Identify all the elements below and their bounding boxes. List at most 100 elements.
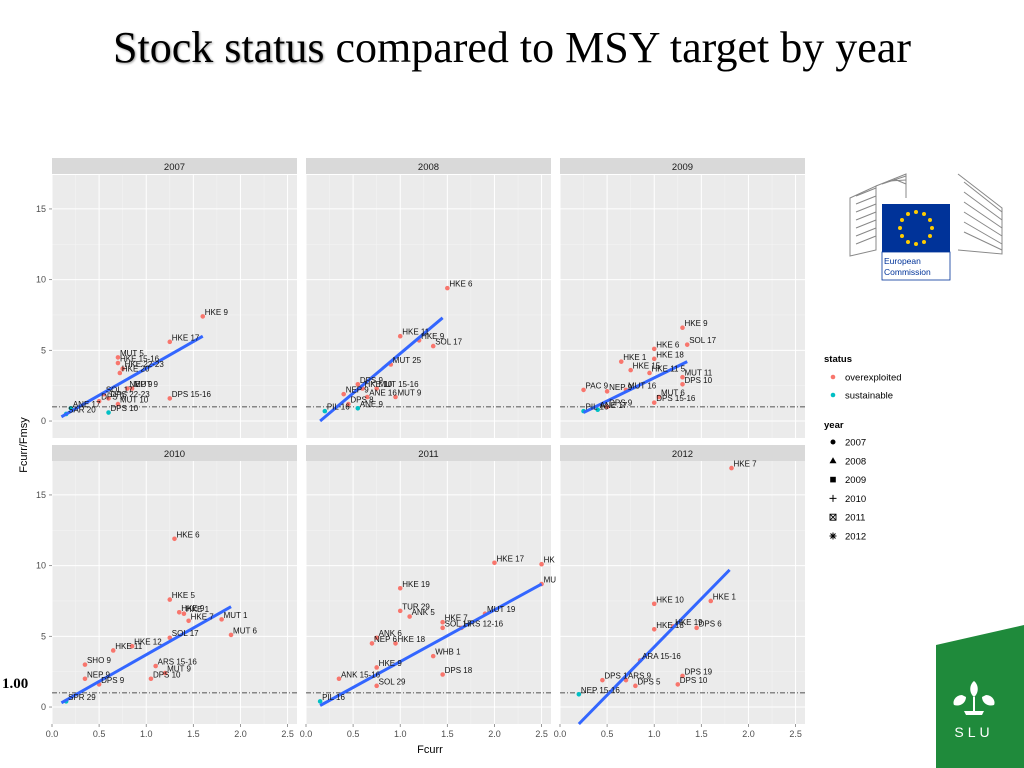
- data-point: [440, 672, 445, 677]
- panel-strip: [52, 445, 297, 461]
- x-tick-label: 0.5: [93, 729, 106, 739]
- data-point: [680, 381, 685, 387]
- legend-year-label: 2012: [845, 532, 866, 543]
- data-point: [129, 386, 135, 391]
- point-label: HKE 9: [379, 659, 403, 668]
- point-label: HKE 7: [191, 612, 215, 621]
- y-axis-title: Fcurr/Fmsy: [18, 417, 30, 473]
- point-label: HKE 11: [115, 642, 143, 651]
- point-label: ANK 5: [412, 608, 436, 617]
- data-point: [651, 626, 657, 632]
- data-point: [125, 386, 130, 391]
- point-label: HKE 9: [205, 308, 229, 317]
- x-tick-label: 2.0: [234, 729, 247, 739]
- point-label: HKE 20: [122, 364, 150, 373]
- panel-strip-label: 2009: [672, 162, 693, 173]
- fit-line: [582, 360, 688, 414]
- ec-logo-line2: Commission: [884, 267, 931, 277]
- data-point: [186, 618, 191, 624]
- fit-line: [319, 316, 444, 423]
- data-point: [407, 614, 412, 619]
- data-point: [369, 641, 375, 646]
- data-point: [82, 662, 88, 667]
- point-label: SAR 20: [68, 405, 96, 414]
- data-point: [374, 683, 379, 689]
- data-point: [374, 386, 379, 391]
- legend-shape-box-x: [829, 513, 837, 521]
- panel-background: [52, 175, 297, 438]
- data-point: [633, 683, 638, 689]
- data-point: [96, 398, 102, 404]
- point-label: HKE 10: [656, 595, 684, 604]
- point-label: HKE 19: [402, 580, 430, 589]
- point-label: DPS 10: [153, 670, 181, 679]
- legend-shape-circle: [830, 439, 836, 445]
- data-point: [172, 536, 177, 542]
- point-label: MUT 9: [167, 665, 191, 674]
- data-point: [708, 598, 714, 604]
- panel-strip-label: 2010: [164, 449, 185, 460]
- panel-strip-label: 2012: [672, 449, 693, 460]
- legend-year-title: year: [824, 420, 844, 431]
- data-point: [117, 370, 123, 376]
- data-point: [651, 346, 657, 352]
- data-point: [115, 360, 121, 366]
- legend-year-label: 2011: [845, 513, 865, 524]
- point-label: DPS 10: [685, 376, 713, 385]
- data-point: [729, 465, 734, 471]
- data-point: [82, 676, 88, 682]
- point-label: HKE 6: [177, 530, 201, 539]
- point-label: ANE 9: [360, 400, 384, 409]
- data-point: [694, 625, 699, 631]
- data-point: [680, 673, 685, 679]
- point-label: SOL 17: [172, 629, 199, 638]
- point-label: MUT 9: [398, 388, 422, 397]
- point-label: TUR 29: [402, 602, 430, 611]
- data-point: [680, 325, 685, 331]
- legend-status-label: sustainable: [845, 391, 893, 402]
- point-label: NEP 6: [374, 635, 398, 644]
- point-label: SOL 17: [445, 619, 472, 628]
- data-point: [618, 359, 624, 364]
- y-tick-label: 10: [36, 561, 46, 571]
- slide-title: Stock status compared to MSY target by y…: [0, 22, 1024, 73]
- point-label: MUT 6: [661, 388, 685, 397]
- legend-status-label: overexploited: [845, 373, 902, 384]
- point-label: ANE 17: [600, 401, 628, 410]
- data-point: [153, 663, 158, 669]
- point-label: DPS 1: [604, 672, 628, 681]
- data-point: [680, 374, 685, 380]
- data-point: [684, 342, 690, 347]
- data-point: [628, 367, 633, 373]
- panel-strip: [306, 445, 551, 461]
- point-label: DPS 19: [685, 667, 713, 676]
- x-tick-label: 1.5: [695, 729, 708, 739]
- data-point: [106, 396, 111, 401]
- point-label: MUT 6: [233, 626, 257, 635]
- data-point: [167, 339, 173, 345]
- point-label: NEP 15-16: [581, 686, 621, 695]
- data-point: [355, 406, 361, 411]
- point-label: DPS 9: [609, 398, 633, 407]
- point-label: DPS 9: [360, 376, 384, 385]
- point-label: HKE 5: [172, 591, 196, 600]
- european-commission-logo: European Commission: [849, 173, 1003, 281]
- panel-background: [306, 175, 551, 438]
- legend-shape-square: [830, 476, 836, 483]
- fit-line: [60, 334, 204, 419]
- point-label: DPS 18: [445, 666, 473, 675]
- x-tick-label: 2.0: [742, 729, 755, 739]
- data-point: [336, 676, 342, 682]
- x-tick-label: 1.5: [441, 729, 454, 739]
- x-tick-label: 1.0: [140, 729, 153, 739]
- point-label: WHB 1: [435, 648, 461, 657]
- point-label: HKE 15-16: [120, 355, 160, 364]
- point-label: HKE 11 5: [652, 364, 686, 373]
- point-label: MU: [544, 576, 557, 585]
- point-label: NEP 9: [346, 386, 370, 395]
- y-tick-label: 10: [36, 275, 46, 285]
